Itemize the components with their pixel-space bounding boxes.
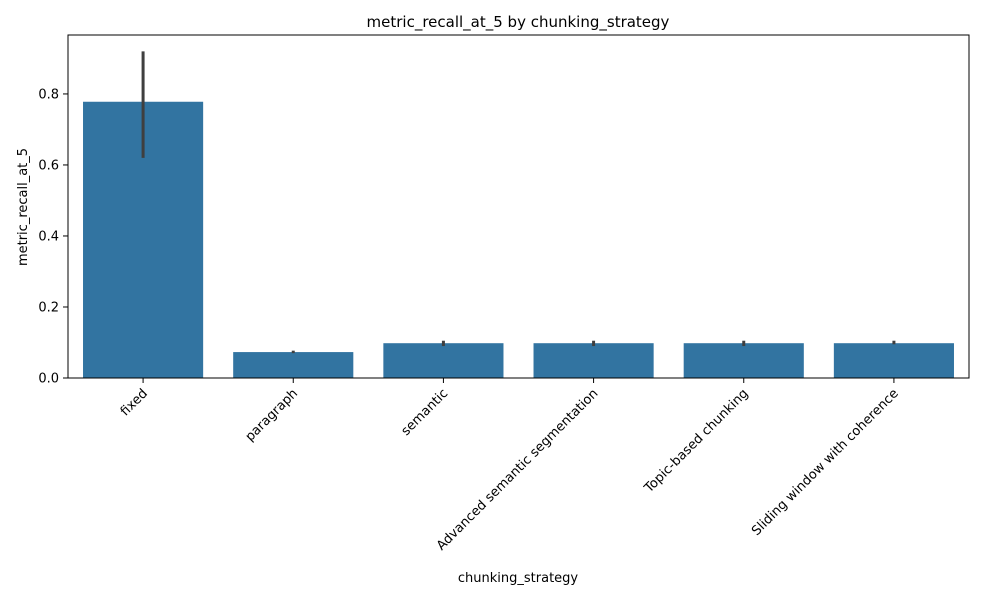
error-bars-layer [141,51,896,354]
bar [683,343,804,378]
bar [383,343,504,378]
y-tick-label: 0.8 [38,87,59,102]
y-tick-label: 0.6 [38,158,59,173]
bar [833,343,954,378]
x-tick-label: Topic-based chunking [641,386,751,496]
plot-frame [67,34,970,379]
bars-layer [83,101,954,378]
y-tick-label: 0.2 [38,300,59,315]
x-tick-label: paragraph [243,386,301,444]
y-tick-label: 0.4 [38,229,59,244]
y-axis: 0.0 0.2 0.4 0.6 0.8 [38,87,68,387]
x-tick-label: Advanced semantic segmentation [434,386,601,553]
chart-title: metric_recall_at_5 by chunking_strategy [367,13,670,32]
y-axis-label: metric_recall_at_5 [16,148,31,266]
x-tick-label: semantic [399,386,452,439]
x-tick-label: fixed [118,386,151,419]
bar [233,352,354,378]
x-axis-label: chunking_strategy [458,571,579,586]
x-tick-label: Sliding window with coherence [749,386,902,539]
y-tick-label: 0.0 [38,372,59,387]
bar [533,343,654,378]
